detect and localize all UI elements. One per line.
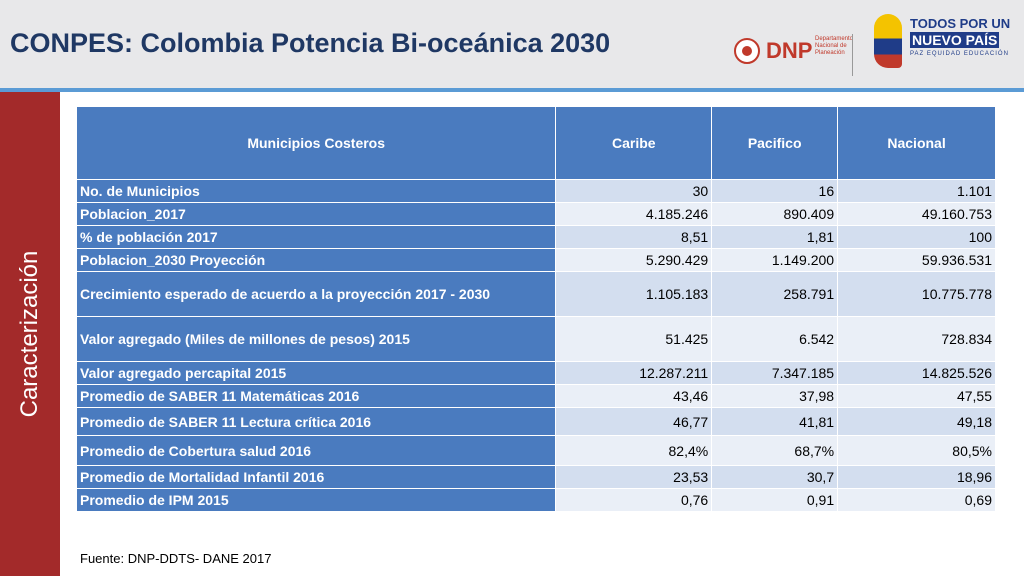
cell-caribe: 4.185.246 bbox=[555, 202, 713, 226]
cell-caribe: 51.425 bbox=[555, 316, 713, 362]
cell-pacifico: 30,7 bbox=[711, 465, 839, 489]
cell-caribe: 5.290.429 bbox=[555, 248, 713, 272]
dnp-logo-subtitle: Departamento Nacional de Planeación bbox=[815, 36, 854, 56]
cell-nacional: 0,69 bbox=[837, 488, 996, 512]
cell-pacifico: 890.409 bbox=[711, 202, 839, 226]
row-label: Crecimiento esperado de acuerdo a la pro… bbox=[75, 271, 557, 317]
cell-pacifico: 1.149.200 bbox=[711, 248, 839, 272]
table-row: Promedio de SABER 11 Matemáticas 2016 43… bbox=[75, 384, 996, 408]
column-header: Pacifico bbox=[711, 106, 839, 180]
dnp-logo-letters: DNP bbox=[766, 38, 813, 63]
cell-pacifico: 1,81 bbox=[711, 225, 839, 249]
table-row: No. de Municipios 30 16 1.101 bbox=[75, 179, 996, 203]
cell-nacional: 14.825.526 bbox=[837, 361, 996, 385]
row-label: % de población 2017 bbox=[75, 225, 557, 249]
table-row: Promedio de Mortalidad Infantil 2016 23,… bbox=[75, 465, 996, 489]
cell-caribe: 12.287.211 bbox=[555, 361, 713, 385]
table-row: Promedio de SABER 11 Lectura crítica 201… bbox=[75, 407, 996, 436]
table-row: Poblacion_2030 Proyección 5.290.429 1.14… bbox=[75, 248, 996, 272]
table-row: Promedio de IPM 2015 0,76 0,91 0,69 bbox=[75, 488, 996, 512]
row-label: Valor agregado (Miles de millones de pes… bbox=[75, 316, 557, 362]
row-label: Poblacion_2030 Proyección bbox=[75, 248, 557, 272]
row-label: Promedio de SABER 11 Matemáticas 2016 bbox=[75, 384, 557, 408]
table-row: Promedio de Cobertura salud 2016 82,4% 6… bbox=[75, 435, 996, 466]
table-header-row: Municipios Costeros Caribe Pacifico Naci… bbox=[75, 106, 996, 180]
cell-pacifico: 68,7% bbox=[711, 435, 839, 466]
header-divider bbox=[0, 88, 1024, 92]
flag-hand-icon bbox=[874, 14, 902, 68]
cell-nacional: 59.936.531 bbox=[837, 248, 996, 272]
sidebar: Caracterización bbox=[0, 92, 60, 576]
gov-logo-line3: PAZ EQUIDAD EDUCACIÓN bbox=[910, 51, 1009, 57]
gov-logo-line1: TODOS POR UN bbox=[910, 16, 1011, 31]
cell-caribe: 30 bbox=[555, 179, 713, 203]
cell-nacional: 100 bbox=[837, 225, 996, 249]
table-row: Poblacion_2017 4.185.246 890.409 49.160.… bbox=[75, 202, 996, 226]
row-label: Promedio de Cobertura salud 2016 bbox=[75, 435, 557, 466]
row-label: Poblacion_2017 bbox=[75, 202, 557, 226]
data-table: Municipios Costeros Caribe Pacifico Naci… bbox=[75, 106, 996, 512]
cell-caribe: 46,77 bbox=[555, 407, 713, 436]
cell-nacional: 49,18 bbox=[837, 407, 996, 436]
dnp-logo: DNP Departamento Nacional de Planeación bbox=[734, 34, 854, 76]
cell-nacional: 80,5% bbox=[837, 435, 996, 466]
cell-nacional: 18,96 bbox=[837, 465, 996, 489]
table-row: Valor agregado percapital 2015 12.287.21… bbox=[75, 361, 996, 385]
cell-pacifico: 7.347.185 bbox=[711, 361, 839, 385]
row-label: Valor agregado percapital 2015 bbox=[75, 361, 557, 385]
cell-nacional: 47,55 bbox=[837, 384, 996, 408]
cell-caribe: 82,4% bbox=[555, 435, 713, 466]
cell-pacifico: 16 bbox=[711, 179, 839, 203]
logo-divider bbox=[852, 34, 853, 76]
table-row: Valor agregado (Miles de millones de pes… bbox=[75, 316, 996, 362]
colombia-seal-icon bbox=[734, 38, 760, 64]
cell-nacional: 49.160.753 bbox=[837, 202, 996, 226]
cell-pacifico: 258.791 bbox=[711, 271, 839, 317]
header-bar: CONPES: Colombia Potencia Bi-oceánica 20… bbox=[0, 0, 1024, 88]
column-header: Nacional bbox=[837, 106, 996, 180]
cell-nacional: 10.775.778 bbox=[837, 271, 996, 317]
cell-caribe: 1.105.183 bbox=[555, 271, 713, 317]
row-label: Promedio de Mortalidad Infantil 2016 bbox=[75, 465, 557, 489]
cell-caribe: 0,76 bbox=[555, 488, 713, 512]
table-row: % de población 2017 8,51 1,81 100 bbox=[75, 225, 996, 249]
cell-nacional: 728.834 bbox=[837, 316, 996, 362]
table-row: Crecimiento esperado de acuerdo a la pro… bbox=[75, 271, 996, 317]
cell-caribe: 43,46 bbox=[555, 384, 713, 408]
cell-pacifico: 41,81 bbox=[711, 407, 839, 436]
row-label: Promedio de IPM 2015 bbox=[75, 488, 557, 512]
column-header: Municipios Costeros bbox=[75, 106, 557, 180]
source-note: Fuente: DNP-DDTS- DANE 2017 bbox=[80, 551, 272, 566]
gov-logo-line2: NUEVO PAÍS bbox=[910, 32, 1000, 48]
row-label: Promedio de SABER 11 Lectura crítica 201… bbox=[75, 407, 557, 436]
column-header: Caribe bbox=[555, 106, 713, 180]
nuevo-pais-logo: TODOS POR UN NUEVO PAÍS PAZ EQUIDAD EDUC… bbox=[874, 14, 1024, 80]
row-label: No. de Municipios bbox=[75, 179, 557, 203]
cell-caribe: 23,53 bbox=[555, 465, 713, 489]
cell-nacional: 1.101 bbox=[837, 179, 996, 203]
cell-pacifico: 0,91 bbox=[711, 488, 839, 512]
cell-caribe: 8,51 bbox=[555, 225, 713, 249]
cell-pacifico: 37,98 bbox=[711, 384, 839, 408]
page-title: CONPES: Colombia Potencia Bi-oceánica 20… bbox=[10, 28, 611, 58]
sidebar-label: Caracterización bbox=[16, 250, 43, 418]
cell-pacifico: 6.542 bbox=[711, 316, 839, 362]
